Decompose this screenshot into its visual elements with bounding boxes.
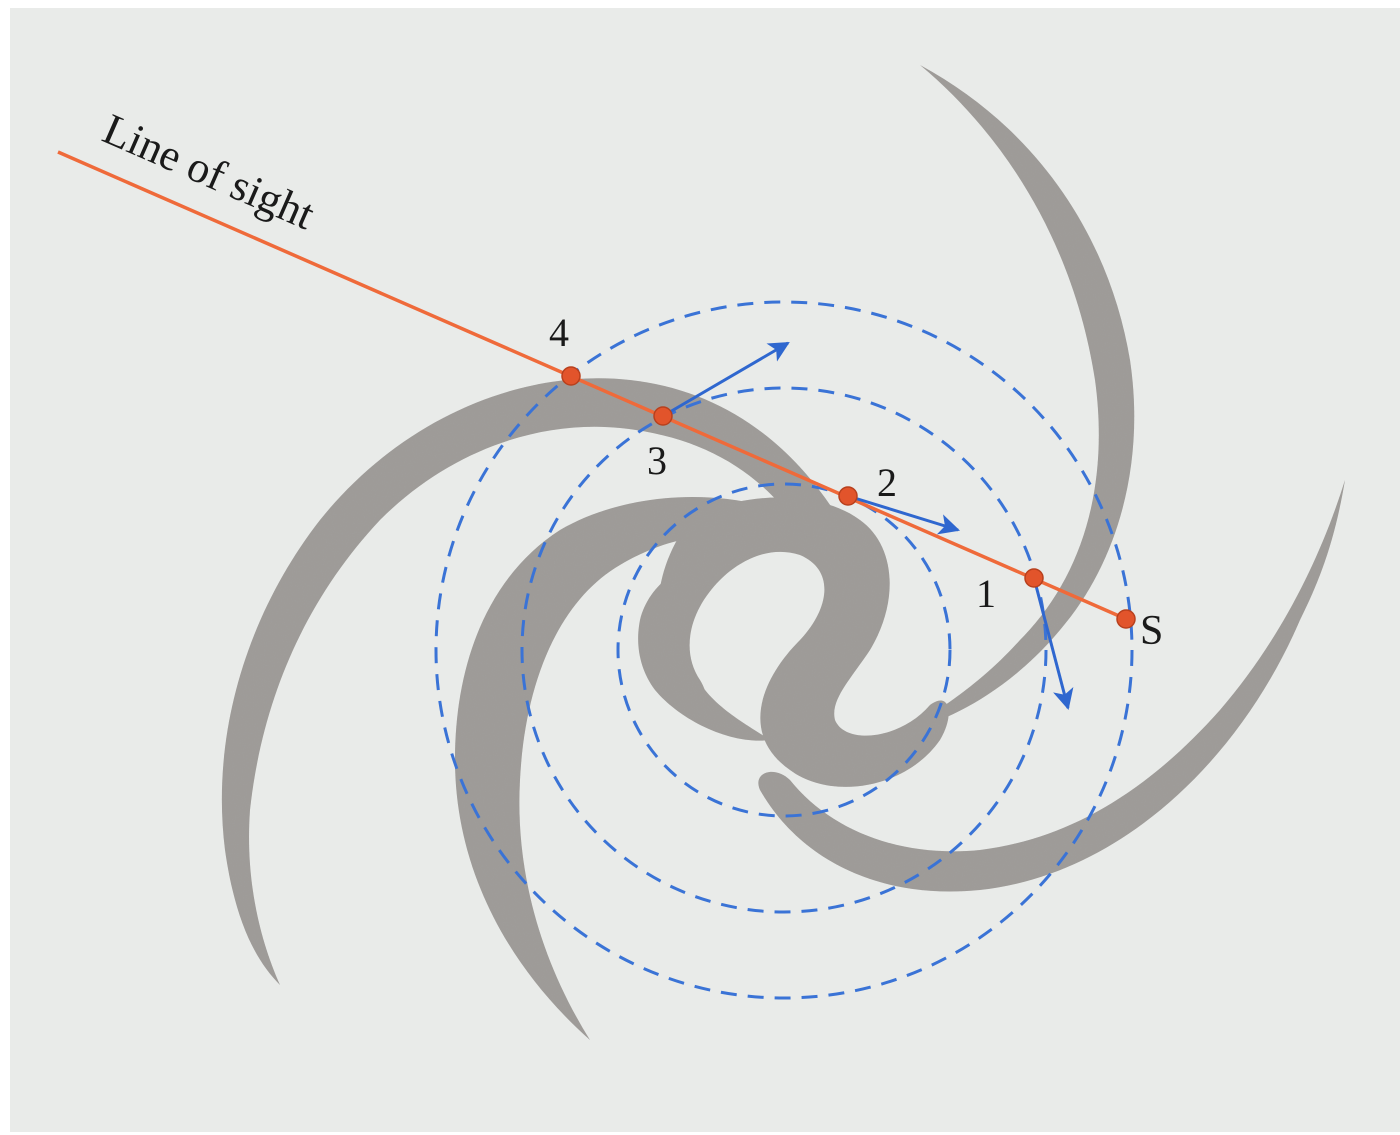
galaxy-core-inner: [638, 559, 770, 741]
orbit-middle: [520, 386, 1048, 914]
arm-inner-left: [455, 497, 772, 1041]
line-of-sight: [57, 150, 1127, 621]
sight-points: [561, 366, 1136, 629]
point-1-label: 1: [976, 571, 996, 616]
orbit-outer: [434, 300, 1134, 1000]
arm-lower-right: [758, 480, 1345, 892]
orbit-inner: [616, 482, 952, 818]
point-4-label: 4: [549, 310, 569, 355]
arm-upper-right: [910, 65, 1135, 730]
sun-marker: [1116, 609, 1136, 629]
point-2-marker: [838, 486, 858, 506]
velocity-arrow-2: [847, 494, 961, 535]
point-1-marker: [1024, 568, 1044, 588]
galaxy-core: [658, 497, 949, 787]
point-4-marker: [561, 366, 581, 386]
point-2-label: 2: [877, 460, 897, 505]
spiral-arms: [221, 65, 1345, 1041]
point-3-marker: [653, 406, 673, 426]
sun-label: S: [1140, 608, 1163, 654]
velocity-arrow-3: [662, 341, 790, 418]
orbit-circles: [434, 300, 1134, 1000]
point-3-label: 3: [647, 438, 667, 483]
velocity-arrow-1: [1032, 577, 1074, 711]
velocity-arrows: [662, 341, 1074, 711]
